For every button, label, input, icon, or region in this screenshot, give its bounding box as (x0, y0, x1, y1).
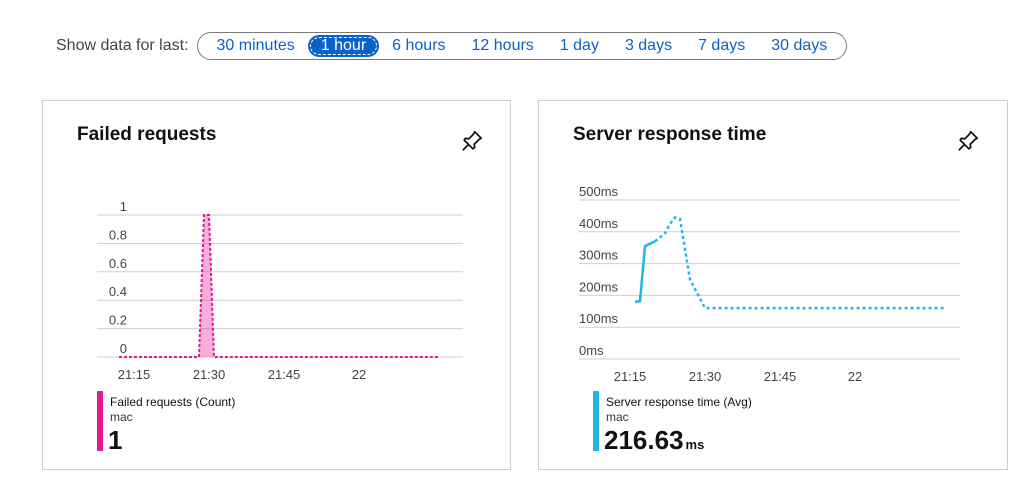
failed-requests-title: Failed requests (77, 124, 217, 145)
pin-icon[interactable] (459, 128, 485, 159)
y-tick-label: 0ms (579, 343, 604, 358)
pin-icon-glyph (462, 130, 483, 151)
y-tick-label: 0 (120, 341, 127, 356)
range-option-30-days[interactable]: 30 days (771, 37, 828, 54)
y-tick-label: 1 (120, 199, 127, 214)
range-option-12-hours[interactable]: 12 hours (471, 37, 534, 54)
server-response-legend-value: 216.63 ms (604, 425, 704, 456)
range-option-1-day[interactable]: 1 day (559, 37, 599, 54)
x-tick-label: 21:45 (268, 367, 301, 382)
time-range-options: 30 minutes 1 hour 6 hours 12 hours 1 day… (196, 32, 848, 60)
range-option-3-days[interactable]: 3 days (624, 37, 673, 54)
x-tick-label: 21:15 (118, 367, 151, 382)
series-line-solid (634, 240, 656, 304)
failed-requests-legend-sub: mac (110, 410, 133, 424)
failed-requests-legend-name: Failed requests (Count) (110, 395, 236, 409)
x-tick-label: 21:30 (193, 367, 226, 382)
server-response-title: Server response time (573, 124, 767, 145)
failed-requests-legend-swatch (97, 391, 103, 451)
server-response-card[interactable]: Server response time 0ms 100ms 200ms 300ms 4… (538, 100, 1008, 470)
pin-icon[interactable] (955, 128, 981, 159)
x-tick-label: 21:15 (614, 369, 647, 384)
range-option-7-days[interactable]: 7 days (698, 37, 746, 54)
failed-requests-card[interactable]: Failed requests 0 0.2 0.4 0.6 0.8 1 21:15 21:30… (42, 100, 511, 470)
server-response-legend-sub: mac (606, 410, 629, 424)
time-range-bar: Show data for last: 30 minutes 1 hour 6 … (56, 31, 848, 61)
y-tick-label: 0.6 (109, 256, 127, 271)
server-response-chart: 0ms 100ms 200ms 300ms 400ms 500ms 21:15 21:30 21… (579, 184, 960, 384)
y-tick-label: 0.4 (109, 284, 127, 299)
y-tick-label: 500ms (579, 184, 619, 199)
x-tick-label: 21:30 (689, 369, 722, 384)
x-tick-label: 21:45 (764, 369, 797, 384)
y-tick-label: 100ms (579, 311, 619, 326)
y-tick-label: 400ms (579, 216, 619, 231)
server-response-legend-swatch (593, 391, 599, 451)
y-tick-label: 200ms (579, 279, 619, 294)
y-tick-label: 0.8 (109, 227, 127, 242)
server-response-value-number: 216.63 (604, 425, 684, 455)
failed-requests-legend-value: 1 (108, 425, 123, 455)
series-line (119, 214, 439, 358)
y-tick-label: 300ms (579, 248, 619, 263)
x-tick-label: 22 (848, 369, 862, 384)
y-tick-label: 0.2 (109, 313, 127, 328)
series-area (119, 215, 439, 357)
server-response-legend-name: Server response time (Avg) (606, 395, 752, 409)
server-response-value-unit: ms (685, 437, 705, 452)
range-option-1-hour[interactable]: 1 hour (307, 35, 380, 57)
x-tick-label: 22 (352, 367, 366, 382)
range-option-30-minutes[interactable]: 30 minutes (216, 37, 295, 54)
time-range-label: Show data for last: (56, 37, 189, 54)
range-option-6-hours[interactable]: 6 hours (392, 37, 446, 54)
series-line-dotted (654, 216, 945, 310)
failed-requests-chart: 0 0.2 0.4 0.6 0.8 1 21:15 21:30 21:45 22 (97, 199, 463, 382)
pin-icon-glyph (958, 130, 979, 151)
